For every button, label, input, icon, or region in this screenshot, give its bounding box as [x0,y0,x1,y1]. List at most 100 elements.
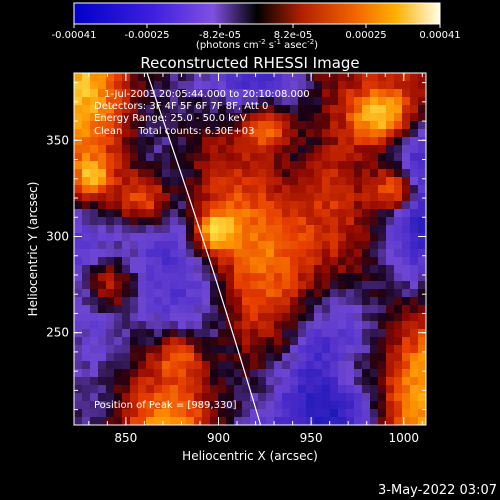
heatmap-cell [146,257,155,266]
heatmap-cell [274,153,283,162]
heatmap-cell [290,321,299,330]
heatmap-cell [362,113,371,122]
heatmap-cell [410,73,419,82]
heatmap-cell [82,321,91,330]
heatmap-cell [354,217,363,226]
heatmap-cell [314,305,323,314]
heatmap-cell [146,377,155,386]
heatmap-cell [386,417,395,425]
heatmap-cell [90,217,99,226]
heatmap-cell [346,321,355,330]
heatmap-cell [106,409,115,418]
heatmap-cell [362,313,371,322]
heatmap-cell [74,201,83,210]
heatmap-cell [346,145,355,154]
heatmap-cell [418,313,426,322]
heatmap-cell [394,369,403,378]
heatmap-cell [122,297,131,306]
heatmap-cell [106,305,115,314]
heatmap-cell [362,241,371,250]
heatmap-cell [250,345,259,354]
heatmap-cell [98,113,107,122]
heatmap-cell [122,273,131,282]
heatmap-cell [306,177,315,186]
heatmap-cell [266,305,275,314]
heatmap-cell [114,209,123,218]
heatmap-cell [298,177,307,186]
heatmap-cell [138,185,147,194]
heatmap-cell [354,321,363,330]
heatmap-cell [242,225,251,234]
heatmap-cell [410,353,419,362]
heatmap-cell [202,345,211,354]
heatmap-cell [162,377,171,386]
heatmap-cell [154,121,163,130]
heatmap-cell [314,113,323,122]
heatmap-cell [90,321,99,330]
heatmap-cell [194,225,203,234]
heatmap-cell [258,409,267,418]
heatmap-cell [314,385,323,394]
heatmap-cell [186,273,195,282]
heatmap-cell [226,241,235,250]
heatmap-cell [314,225,323,234]
heatmap-cell [186,97,195,106]
heatmap-cell [122,129,131,138]
heatmap-cell [274,201,283,210]
heatmap-cell [290,177,299,186]
heatmap-cell [154,345,163,354]
heatmap-cell [338,105,347,114]
heatmap-cell [194,177,203,186]
heatmap-cell [170,329,179,338]
heatmap-cell [386,145,395,154]
heatmap-cell [250,337,259,346]
heatmap-cell [386,345,395,354]
heatmap-cell [90,233,99,242]
heatmap-cell [258,137,267,146]
heatmap-cell [250,249,259,258]
heatmap-cell [146,121,155,130]
heatmap-cell [186,153,195,162]
heatmap-cell [194,113,203,122]
heatmap-cell [394,257,403,266]
heatmap-cell [250,281,259,290]
heatmap-cell [322,385,331,394]
heatmap-cell [234,329,243,338]
heatmap-cell [378,113,387,122]
heatmap-cell [74,265,83,274]
annotation-peak: Position of Peak = [989,330] [94,400,237,411]
heatmap-cell [82,161,91,170]
heatmap-cell [138,145,147,154]
heatmap-cell [90,153,99,162]
heatmap-cell [218,177,227,186]
heatmap-cell [90,353,99,362]
heatmap-cell [194,161,203,170]
heatmap-cell [394,129,403,138]
heatmap-cell [338,97,347,106]
heatmap-cell [330,297,339,306]
heatmap-cell [410,97,419,106]
heatmap-cell [178,241,187,250]
heatmap-cell [378,401,387,410]
heatmap-cell [138,417,147,425]
heatmap-cell [306,241,315,250]
heatmap-cell [242,393,251,402]
heatmap-cell [362,377,371,386]
heatmap-cell [98,377,107,386]
heatmap-cell [354,265,363,274]
heatmap-cell [314,217,323,226]
heatmap-cell [82,121,91,130]
heatmap-cell [154,233,163,242]
heatmap-cell [354,113,363,122]
heatmap-cell [306,265,315,274]
heatmap-cell [154,73,163,82]
heatmap-cell [394,73,403,82]
heatmap-cell [306,209,315,218]
heatmap-cell [242,241,251,250]
heatmap-cell [338,353,347,362]
heatmap-cell [370,121,379,130]
heatmap-cell [386,169,395,178]
heatmap-cell [98,209,107,218]
heatmap-cell [98,153,107,162]
heatmap-cell [410,393,419,402]
